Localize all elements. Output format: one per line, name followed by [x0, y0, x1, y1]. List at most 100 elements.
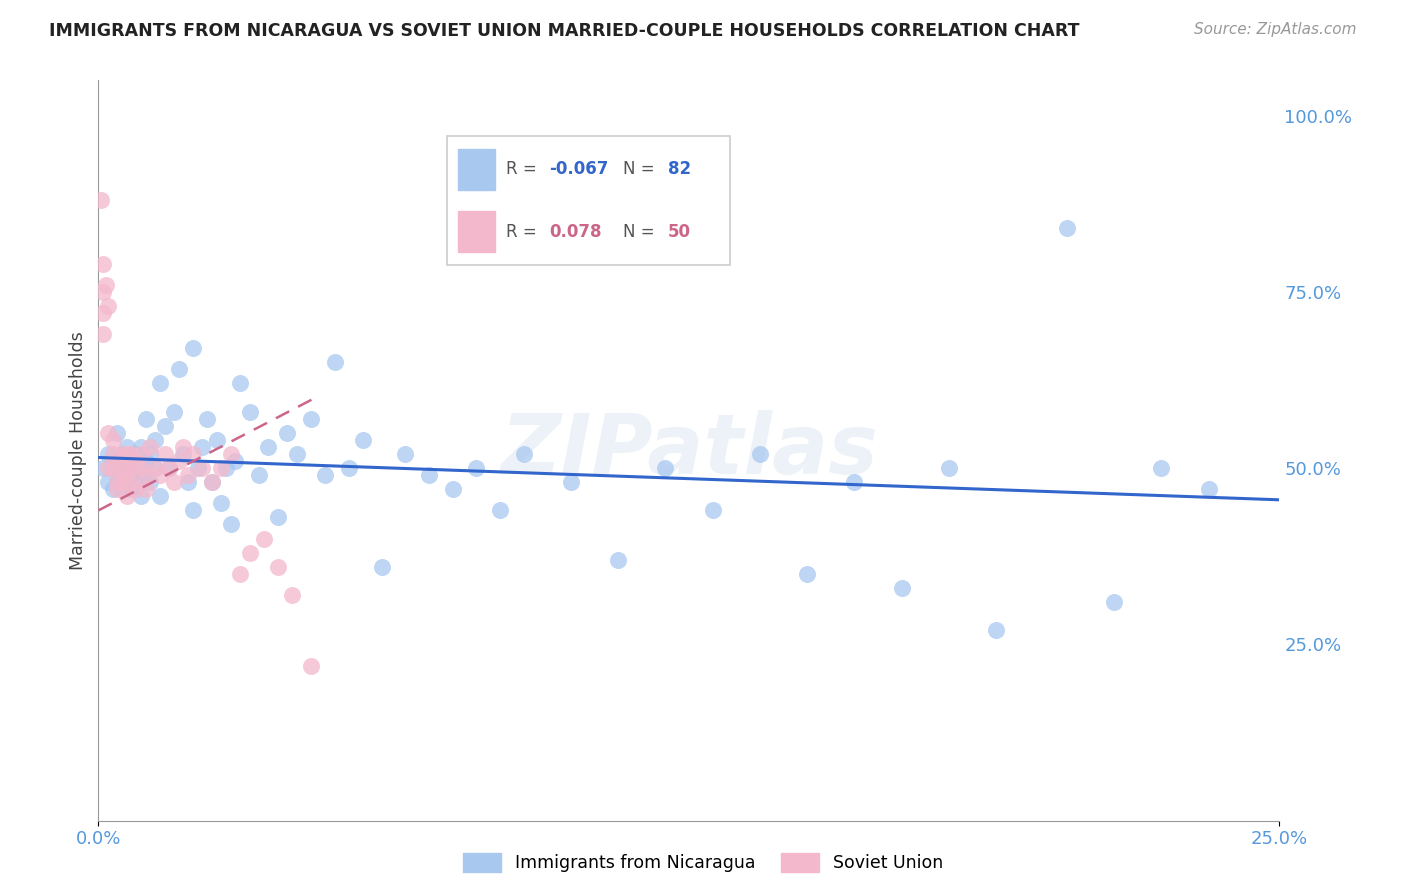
Point [111, 447, 134, 461]
Point [215, 461, 238, 475]
Text: Source: ZipAtlas.com: Source: ZipAtlas.com [1194, 22, 1357, 37]
Point [111, 468, 134, 483]
Point [418, 468, 440, 483]
Point [299, 658, 322, 673]
Point [984, 624, 1007, 638]
Legend: Immigrants from Nicaragua, Soviet Union: Immigrants from Nicaragua, Soviet Union [456, 846, 950, 879]
Point [938, 461, 960, 475]
Point [121, 454, 143, 468]
Point [135, 468, 157, 483]
Point [560, 475, 582, 490]
Point [97, 447, 120, 461]
Point [91, 285, 114, 299]
Point [209, 461, 232, 475]
Point [371, 559, 394, 574]
Point [702, 503, 724, 517]
Point [149, 489, 172, 503]
Point [157, 461, 180, 475]
Point [239, 405, 262, 419]
Point [143, 433, 166, 447]
Point [90, 193, 112, 207]
Point [247, 468, 270, 483]
Point [177, 468, 200, 483]
Point [91, 257, 114, 271]
Point [94, 277, 117, 292]
Point [285, 447, 308, 461]
Y-axis label: Married-couple Households: Married-couple Households [69, 331, 87, 570]
Point [121, 482, 143, 496]
Point [1056, 221, 1078, 235]
Point [97, 299, 120, 313]
Point [187, 461, 209, 475]
Point [172, 447, 194, 461]
Point [129, 489, 152, 503]
Point [121, 475, 143, 490]
Point [201, 475, 224, 490]
Point [101, 482, 124, 496]
Point [512, 447, 534, 461]
Point [219, 517, 242, 532]
Point [115, 468, 138, 483]
Point [177, 475, 200, 490]
Point [890, 581, 912, 595]
Point [101, 433, 124, 447]
Point [97, 461, 120, 475]
Point [299, 411, 322, 425]
Point [239, 546, 262, 560]
Point [205, 433, 228, 447]
Point [167, 454, 190, 468]
Point [352, 433, 374, 447]
Point [143, 461, 166, 475]
Point [607, 553, 630, 567]
Point [115, 440, 138, 454]
Point [195, 411, 218, 425]
Point [97, 425, 120, 440]
Point [129, 447, 152, 461]
Point [139, 440, 162, 454]
Point [267, 510, 290, 524]
Point [97, 475, 120, 490]
Point [105, 454, 128, 468]
Point [149, 468, 172, 483]
Point [796, 566, 818, 581]
Point [163, 405, 186, 419]
Point [91, 461, 114, 475]
Point [139, 447, 162, 461]
Point [219, 447, 242, 461]
Point [135, 482, 157, 496]
Point [115, 475, 138, 490]
Point [115, 461, 138, 475]
Point [1150, 461, 1173, 475]
Point [489, 503, 512, 517]
Point [135, 454, 157, 468]
Point [139, 475, 162, 490]
Point [191, 461, 214, 475]
Point [115, 447, 138, 461]
Point [91, 306, 114, 320]
Point [167, 362, 190, 376]
Point [224, 454, 246, 468]
Point [135, 411, 157, 425]
Point [111, 475, 134, 490]
Point [1102, 595, 1125, 609]
Point [748, 447, 770, 461]
Point [181, 447, 204, 461]
Point [229, 376, 252, 391]
Point [337, 461, 360, 475]
Point [105, 454, 128, 468]
Point [253, 532, 276, 546]
Point [314, 468, 336, 483]
Point [143, 461, 166, 475]
Point [101, 461, 124, 475]
Point [91, 327, 114, 342]
Point [101, 461, 124, 475]
Point [394, 447, 416, 461]
Point [105, 482, 128, 496]
Point [125, 482, 148, 496]
Point [465, 461, 488, 475]
Text: ZIPatlas: ZIPatlas [501, 410, 877, 491]
Point [153, 418, 176, 433]
Point [121, 461, 143, 475]
Point [229, 566, 252, 581]
Point [181, 503, 204, 517]
